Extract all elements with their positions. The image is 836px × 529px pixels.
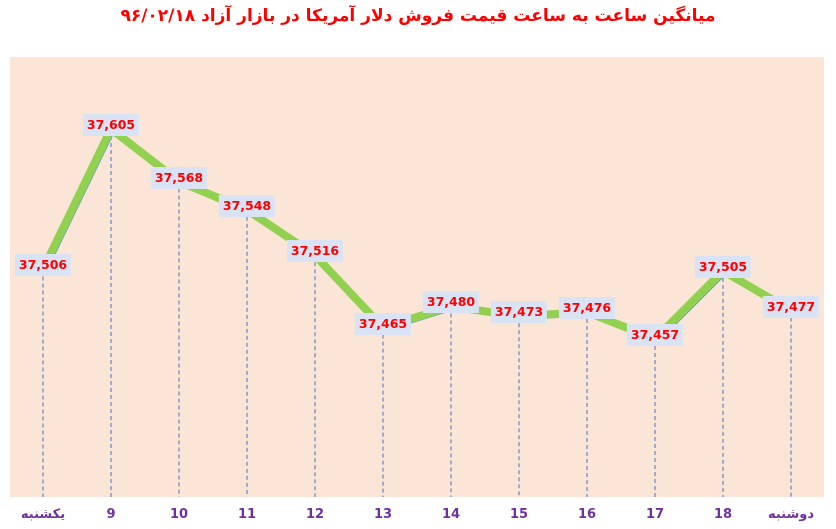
x-axis-label: 17	[645, 507, 665, 522]
x-axis-label: دوشنبه	[767, 507, 815, 522]
data-label: 37,465	[354, 312, 412, 335]
x-axis-label: 10	[169, 507, 189, 522]
plot-area	[10, 57, 824, 497]
data-label: 37,548	[218, 194, 276, 217]
x-axis-label: 12	[305, 507, 325, 522]
data-label: 37,568	[150, 166, 208, 189]
data-label: 37,480	[422, 291, 480, 314]
drop-lines	[42, 129, 792, 497]
data-label: 37,505	[694, 255, 752, 278]
data-label: 37,477	[762, 295, 820, 318]
data-label: 37,506	[14, 254, 72, 277]
x-axis-label: 11	[237, 507, 257, 522]
data-label: 37,605	[82, 114, 140, 136]
chart-title: میانگین ساعت به ساعت قیمت فروش دلار آمری…	[120, 6, 716, 26]
data-label: 37,516	[286, 240, 344, 263]
x-axis-label: 15	[509, 507, 529, 522]
data-label: 37,457	[626, 324, 684, 346]
x-axis-label: 14	[441, 507, 461, 522]
x-axis-label: 18	[713, 507, 733, 522]
x-axis-label: 13	[373, 507, 393, 522]
series-line	[39, 122, 794, 344]
x-axis-label: 9	[106, 507, 116, 522]
data-label: 37,476	[558, 297, 616, 320]
x-axis-label: یکشنبه	[20, 507, 66, 522]
x-axis-label: 16	[577, 507, 597, 522]
data-label: 37,473	[490, 301, 548, 324]
